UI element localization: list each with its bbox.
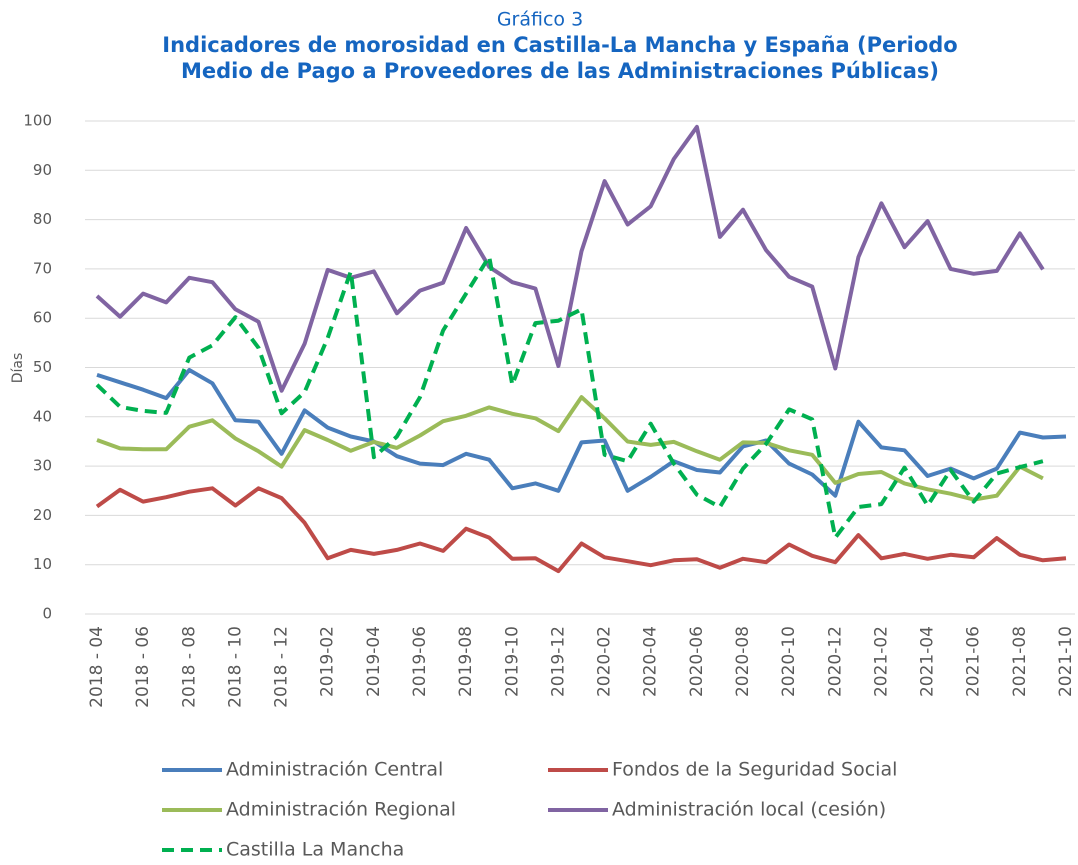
x-tick-label: 2019-02 [318,626,338,697]
y-tick-label: 100 [23,112,52,130]
y-tick-label: 70 [33,259,52,277]
x-tick-label: 2018 - 12 [272,626,292,708]
legend-label: Administración Regional [226,799,456,821]
y-axis-label: Días [10,353,26,384]
x-tick-label: 2019-06 [410,626,430,697]
x-tick-label: 2020-06 [687,626,707,697]
x-tick-label: 2019-10 [502,626,522,697]
y-tick-label: 20 [33,506,52,524]
x-tick-label: 2018 - 10 [225,626,245,708]
x-tick-label: 2021-04 [918,626,938,697]
y-tick-label: 90 [33,161,52,179]
y-tick-label: 60 [33,309,52,327]
x-tick-label: 2018 - 08 [179,626,199,708]
chart-title: Indicadores de morosidad en Castilla-La … [162,33,957,57]
line-series [95,486,1067,574]
y-tick-label: 80 [33,210,52,228]
y-tick-label: 50 [33,358,52,376]
x-tick-label: 2020-04 [641,626,661,697]
x-tick-label: 2019-08 [456,626,476,697]
legend-label: Administración local (cesión) [612,799,886,821]
line-series [95,254,1044,540]
x-tick-label: 2018 - 06 [133,626,153,708]
x-tick-label: 2018 - 04 [87,626,107,708]
x-tick-label: 2019-04 [364,626,384,697]
chart-subtitle: Gráfico 3 [497,9,583,31]
x-tick-label: 2020-10 [779,626,799,697]
y-tick-label: 40 [33,407,52,425]
x-tick-label: 2020-08 [733,626,753,697]
x-tick-label: 2021-06 [964,626,984,697]
x-tick-label: 2020-12 [825,626,845,697]
y-tick-label: 30 [33,457,52,475]
y-tick-label: 0 [42,605,52,623]
legend-label: Administración Central [226,759,443,781]
legend-label: Castilla La Mancha [226,839,404,861]
line-series [96,395,1044,502]
x-tick-label: 2021-02 [871,626,891,697]
x-tick-label: 2020-02 [595,626,615,697]
y-tick-label: 10 [33,555,52,573]
legend-label: Fondos de la Seguridad Social [612,759,897,781]
line-series [96,368,1067,498]
x-tick-label: 2021-10 [1056,626,1076,697]
x-tick-label: 2021-08 [1010,626,1030,697]
chart-title: Medio de Pago a Proveedores de las Admin… [181,59,939,83]
x-tick-label: 2019-12 [548,626,568,697]
line-series [95,124,1045,393]
